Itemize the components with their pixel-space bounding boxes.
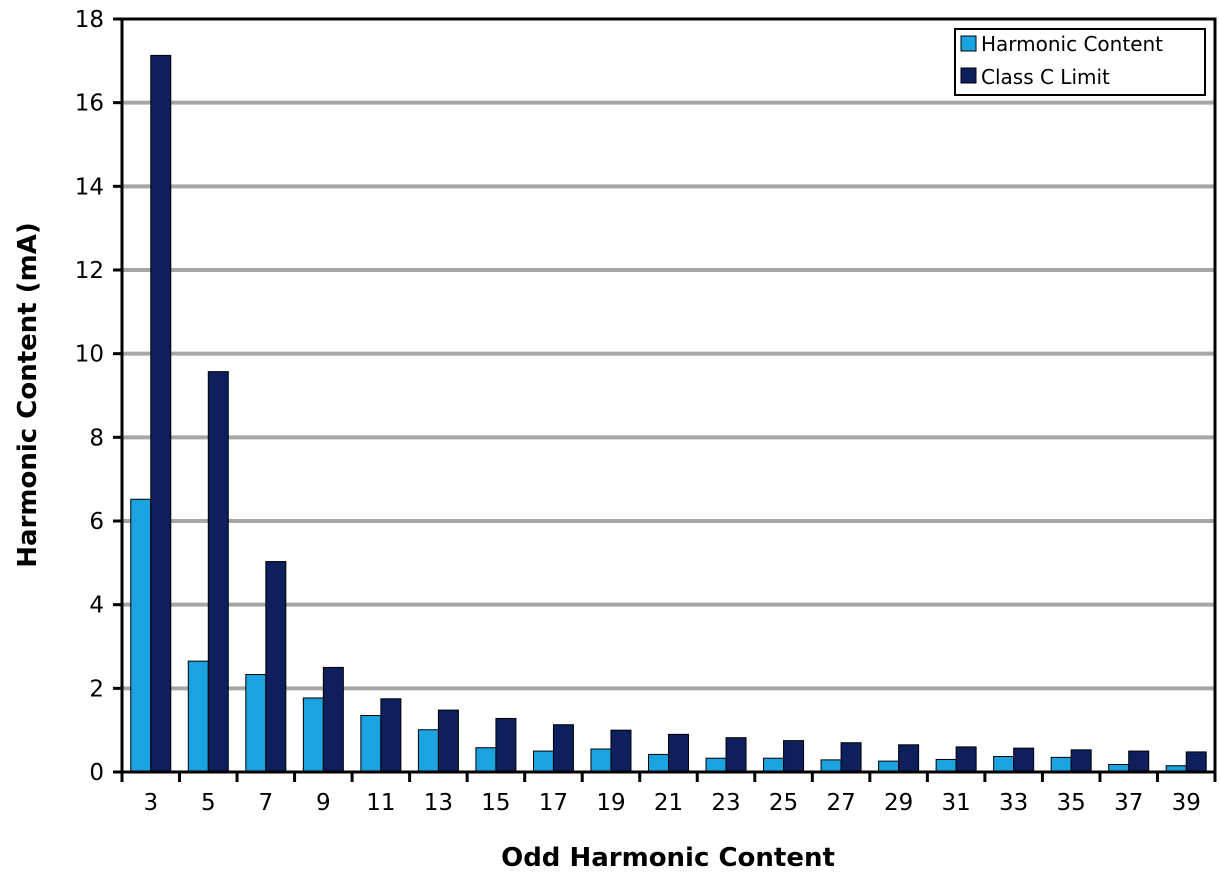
bar-harmonic-content (302, 697, 324, 773)
x-tick-label: 21 (654, 790, 683, 816)
y-tick-label: 0 (89, 760, 104, 786)
bar-harmonic-content (935, 758, 957, 773)
x-tick-label: 15 (481, 790, 510, 816)
y-tick-label: 10 (75, 342, 104, 368)
x-tick-label: 23 (711, 790, 740, 816)
x-tick-label: 29 (884, 790, 913, 816)
axes (113, 17, 1217, 782)
x-tick-label: 31 (941, 790, 970, 816)
bar-class-c-limit (265, 561, 287, 773)
x-tick-label: 11 (366, 790, 395, 816)
bar-class-c-limit (495, 717, 517, 773)
bar-class-c-limit (955, 746, 977, 773)
bars (130, 54, 1207, 773)
bar-harmonic-content (1050, 756, 1072, 773)
gridlines (122, 100, 1215, 691)
x-tick-label: 17 (539, 790, 568, 816)
y-tick-label: 12 (75, 258, 104, 284)
bar-harmonic-content (705, 757, 727, 773)
x-tick-label: 7 (258, 790, 273, 816)
bar-harmonic-content (130, 498, 152, 773)
x-tick-label: 27 (826, 790, 855, 816)
x-tick-label: 5 (201, 790, 216, 816)
bar-class-c-limit (150, 54, 172, 773)
plot-area-border (120, 17, 1217, 774)
bar-harmonic-content (878, 760, 900, 773)
bar-harmonic-content (590, 748, 612, 773)
bar-class-c-limit (1013, 747, 1035, 773)
bar-class-c-limit (1128, 750, 1150, 773)
x-tick-label: 33 (999, 790, 1028, 816)
bar-class-c-limit (437, 709, 459, 773)
legend-label-harmonic-content: Harmonic Content (981, 32, 1163, 56)
x-tick-label: 19 (596, 790, 625, 816)
legend-label-class-c-limit: Class C Limit (981, 65, 1110, 89)
bar-harmonic-content (417, 729, 439, 773)
bar-class-c-limit (898, 744, 920, 773)
x-tick-label: 9 (316, 790, 331, 816)
bar-class-c-limit (840, 742, 862, 773)
y-tick-label: 4 (89, 593, 104, 619)
legend-swatch-harmonic-content (960, 35, 977, 52)
bar-class-c-limit (725, 737, 747, 773)
y-tick-label: 2 (89, 676, 104, 702)
x-tick-label: 25 (769, 790, 798, 816)
y-axis-title: Harmonic Content (mA) (13, 222, 43, 567)
bar-class-c-limit (322, 666, 344, 773)
bar-harmonic-content (648, 753, 669, 773)
bar-class-c-limit (1070, 749, 1092, 773)
x-axis-title: Odd Harmonic Content (501, 843, 835, 873)
bar-harmonic-content (245, 674, 267, 773)
bar-harmonic-content (763, 757, 785, 773)
y-tick-label: 18 (75, 7, 104, 33)
x-tick-label: 35 (1057, 790, 1086, 816)
bar-class-c-limit (783, 740, 805, 773)
x-tick-label: 39 (1172, 790, 1201, 816)
legend-swatch-class-c-limit (960, 67, 977, 84)
bar-harmonic-content (532, 750, 554, 773)
bar-class-c-limit (1185, 751, 1207, 773)
y-tick-label: 6 (89, 509, 104, 535)
bar-harmonic-content (475, 747, 497, 773)
bar-class-c-limit (610, 729, 632, 773)
bar-harmonic-content (993, 756, 1015, 773)
bar-harmonic-content (360, 715, 382, 773)
legend-box (954, 28, 1206, 96)
x-tick-label: 13 (424, 790, 453, 816)
bar-harmonic-content (187, 660, 209, 773)
bar-class-c-limit (380, 698, 402, 773)
bar-harmonic-content (820, 759, 842, 773)
bar-class-c-limit (552, 724, 574, 773)
y-tick-label: 8 (89, 425, 104, 451)
y-tick-label: 16 (75, 91, 104, 117)
x-tick-label: 37 (1114, 790, 1143, 816)
bar-class-c-limit (668, 733, 689, 773)
y-tick-label: 14 (75, 174, 104, 200)
bar-class-c-limit (207, 371, 229, 773)
legend: Harmonic Content Class C Limit (954, 28, 1206, 96)
x-tick-label: 3 (143, 790, 158, 816)
